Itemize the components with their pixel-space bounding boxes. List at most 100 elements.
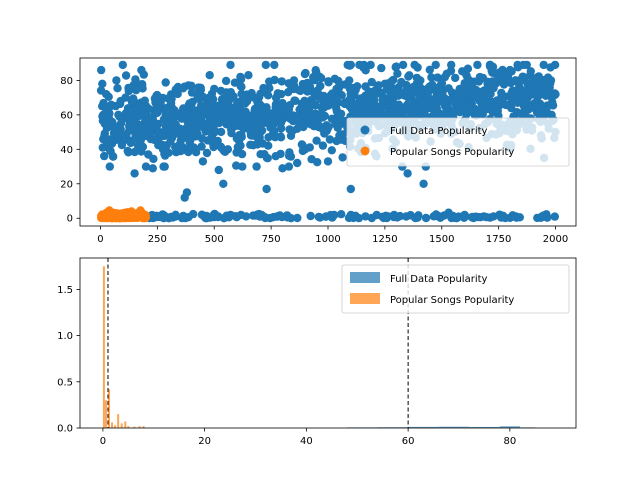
scatter-point-full (520, 107, 529, 116)
scatter-point-full (477, 103, 486, 113)
scatter-point-full (121, 71, 131, 80)
scatter-point-full (248, 141, 258, 150)
scatter-point-full (320, 129, 329, 138)
scatter-point-full (397, 89, 406, 99)
scatter-point-full (270, 75, 279, 85)
scatter-point-full (151, 99, 161, 109)
scatter-point-full (173, 82, 183, 92)
scatter-point-full (170, 113, 179, 122)
scatter-point-full (237, 132, 246, 142)
scatter-x-tick-label: 0 (97, 234, 103, 245)
scatter-point-full (404, 72, 413, 81)
scatter-point-full (209, 210, 218, 220)
scatter-point-full (447, 60, 456, 70)
histogram-y-tick-label: 1.5 (57, 285, 73, 296)
scatter-point-full (284, 79, 293, 88)
histogram-x-tick-label: 20 (198, 436, 211, 447)
scatter-point-full (97, 65, 106, 75)
scatter-point-full (276, 115, 285, 124)
scatter-point-full (406, 211, 415, 220)
scatter-point-full (349, 110, 358, 119)
scatter-point-full (244, 71, 253, 80)
histogram-x-tick-label: 40 (300, 436, 313, 447)
histogram-legend: Full Data Popularity Popular Songs Popul… (341, 264, 570, 314)
histogram-bar-popular (111, 422, 114, 428)
scatter-y-tick-label: 0 (67, 214, 73, 225)
scatter-point-full (486, 96, 495, 106)
scatter-point-full (335, 131, 344, 140)
histogram-x-ticks: 0 20 40 60 80 (100, 428, 516, 447)
scatter-point-full (269, 127, 279, 136)
scatter-point-full (284, 151, 294, 160)
scatter-point-full (216, 142, 226, 151)
scatter-point-full (219, 179, 228, 188)
scatter-point-full (148, 164, 157, 173)
scatter-point-full (310, 76, 319, 85)
scatter-point-full (311, 66, 320, 75)
scatter-x-tick-label: 750 (262, 234, 281, 245)
scatter-point-full (233, 142, 242, 152)
scatter-point-full (202, 148, 212, 158)
scatter-point-full (148, 113, 157, 123)
scatter-point-full (113, 84, 122, 93)
scatter-point-full (153, 108, 162, 117)
histogram-bar-popular (133, 426, 136, 428)
scatter-point-full (393, 69, 402, 78)
scatter-point-full (335, 80, 344, 90)
scatter-point-full (547, 110, 556, 120)
scatter-point-full (240, 117, 249, 126)
scatter-point-full (223, 145, 233, 154)
scatter-point-full (327, 146, 336, 155)
scatter-point-full (189, 143, 198, 152)
scatter-point-full (105, 145, 114, 154)
scatter-point-full (194, 83, 203, 92)
scatter-point-full (425, 65, 434, 75)
scatter-point-full (261, 60, 270, 70)
scatter-point-full (112, 76, 121, 85)
scatter-point-full (357, 94, 366, 103)
scatter-point-full (131, 86, 141, 95)
scatter-point-full (335, 116, 344, 125)
scatter-x-tick-label: 2000 (543, 234, 568, 245)
scatter-point-full (103, 138, 112, 147)
scatter-point-full (357, 104, 367, 113)
scatter-point-full (162, 103, 172, 113)
scatter-point-full (403, 169, 412, 178)
scatter-point-full (433, 73, 442, 82)
histogram-axes-frame (79, 257, 577, 429)
scatter-point-full (482, 213, 491, 222)
scatter-point-full (264, 141, 273, 150)
scatter-point-full (157, 132, 166, 141)
scatter-point-full (123, 146, 132, 156)
scatter-point-full (424, 87, 433, 97)
scatter-point-full (337, 210, 346, 219)
scatter-x-ticks: 0 250 500 750 1000 1250 1500 1750 2000 (97, 226, 568, 245)
scatter-point-full (232, 161, 241, 170)
scatter-point-full (242, 90, 251, 99)
scatter-point-full (98, 79, 107, 89)
scatter-point-full (382, 213, 391, 223)
scatter-point-full (361, 212, 370, 221)
scatter-point-full (517, 76, 526, 85)
scatter-point-full (247, 114, 256, 123)
scatter-point-full (259, 87, 268, 96)
scatter-point-full (275, 211, 285, 220)
scatter-point-full (257, 126, 267, 135)
scatter-point-full (270, 60, 279, 70)
scatter-point-full (396, 107, 405, 117)
scatter-point-full (508, 211, 517, 220)
scatter-point-full (442, 69, 451, 79)
scatter-point-full (451, 73, 460, 83)
scatter-point-full (351, 212, 360, 221)
histogram-bar-popular (117, 414, 120, 428)
scatter-point-full (130, 169, 139, 178)
scatter-legend-marker-full (360, 125, 370, 135)
scatter-point-full (467, 213, 477, 222)
histogram-legend-label-popular: Popular Songs Popularity (390, 295, 514, 306)
scatter-point-full (303, 87, 312, 96)
scatter-point-full (464, 75, 473, 85)
scatter-point-full (116, 119, 126, 128)
scatter-point-full (147, 210, 157, 220)
scatter-point-full (205, 71, 214, 80)
scatter-point-full (99, 110, 108, 120)
